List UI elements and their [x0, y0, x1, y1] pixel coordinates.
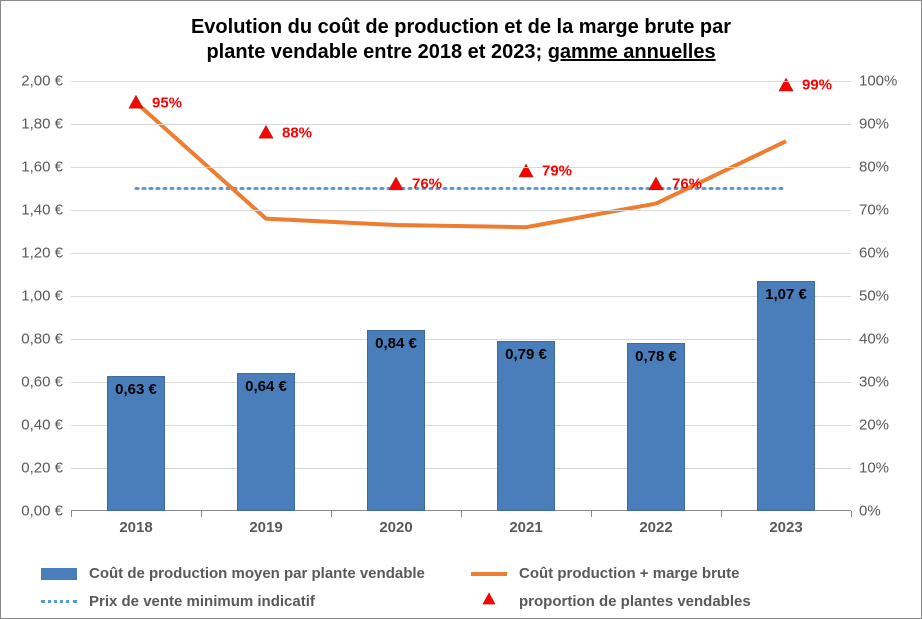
- chart-container: Evolution du coût de production et de la…: [0, 0, 922, 619]
- chart-title: Evolution du coût de production et de la…: [1, 15, 921, 65]
- x-category-label: 2023: [769, 519, 802, 536]
- y-left-tick-label: 1,00 €: [21, 288, 71, 305]
- x-tick: [461, 511, 462, 517]
- gridline: [71, 339, 851, 340]
- y-left-tick-label: 1,80 €: [21, 116, 71, 133]
- marker-value-label: 79%: [542, 163, 572, 180]
- gridline: [71, 382, 851, 383]
- title-line2a: plante vendable entre 2018 et 2023;: [206, 41, 547, 63]
- gridline: [71, 253, 851, 254]
- bar: [627, 343, 686, 511]
- y-right-tick-label: 10%: [851, 460, 889, 477]
- bar: [757, 281, 816, 511]
- y-left-tick-label: 0,60 €: [21, 374, 71, 391]
- marker-value-label: 95%: [152, 94, 182, 111]
- x-tick: [591, 511, 592, 517]
- gridline: [71, 124, 851, 125]
- legend-swatch-tri: [471, 592, 507, 610]
- legend-swatch-bar: [41, 568, 77, 580]
- x-tick: [71, 511, 72, 517]
- legend-label-bar: Coût de production moyen par plante vend…: [89, 565, 425, 582]
- legend-label-tri: proportion de plantes vendables: [519, 593, 751, 610]
- y-right-tick-label: 90%: [851, 116, 889, 133]
- y-right-tick-label: 70%: [851, 202, 889, 219]
- y-left-tick-label: 0,20 €: [21, 460, 71, 477]
- y-left-tick-label: 1,60 €: [21, 159, 71, 176]
- x-category-label: 2018: [119, 519, 152, 536]
- x-tick: [721, 511, 722, 517]
- bar-value-label: 0,84 €: [375, 335, 417, 352]
- marker-value-label: 99%: [802, 77, 832, 94]
- bar-value-label: 0,78 €: [635, 348, 677, 365]
- legend-label-line: Coût production + marge brute: [519, 565, 739, 582]
- bar-value-label: 1,07 €: [765, 286, 807, 303]
- plot-area: 0,00 €0,20 €0,40 €0,60 €0,80 €1,00 €1,20…: [71, 81, 851, 511]
- legend-label-ref: Prix de vente minimum indicatif: [89, 593, 315, 610]
- legend-swatch-line: [471, 572, 507, 576]
- gridline: [71, 210, 851, 211]
- y-left-tick-label: 1,40 €: [21, 202, 71, 219]
- y-left-tick-label: 1,20 €: [21, 245, 71, 262]
- x-category-label: 2021: [509, 519, 542, 536]
- y-left-tick-label: 0,80 €: [21, 331, 71, 348]
- legend-item-ref: Prix de vente minimum indicatif: [41, 592, 451, 610]
- y-right-tick-label: 20%: [851, 417, 889, 434]
- x-tick: [201, 511, 202, 517]
- y-right-tick-label: 50%: [851, 288, 889, 305]
- marker-value-label: 88%: [282, 124, 312, 141]
- y-right-tick-label: 40%: [851, 331, 889, 348]
- title-line2b: gamme annuelles: [548, 41, 716, 63]
- legend-swatch-ref: [41, 600, 77, 603]
- gridline: [71, 167, 851, 168]
- legend: Coût de production moyen par plante vend…: [41, 565, 881, 610]
- x-tick: [331, 511, 332, 517]
- gridline: [71, 81, 851, 82]
- y-left-tick-label: 0,00 €: [21, 503, 71, 520]
- x-category-label: 2022: [639, 519, 672, 536]
- gridline: [71, 468, 851, 469]
- legend-item-line: Coût production + marge brute: [471, 565, 881, 582]
- bar-value-label: 0,79 €: [505, 346, 547, 363]
- y-right-tick-label: 100%: [851, 73, 897, 90]
- y-right-tick-label: 0%: [851, 503, 881, 520]
- y-right-tick-label: 60%: [851, 245, 889, 262]
- x-tick: [851, 511, 852, 517]
- bar: [367, 330, 426, 511]
- legend-item-bar: Coût de production moyen par plante vend…: [41, 565, 451, 582]
- marker-value-label: 76%: [412, 176, 442, 193]
- y-left-tick-label: 0,40 €: [21, 417, 71, 434]
- gridline: [71, 296, 851, 297]
- bar: [497, 341, 556, 511]
- marker-value-label: 76%: [672, 176, 702, 193]
- legend-item-tri: proportion de plantes vendables: [471, 592, 881, 610]
- bar-value-label: 0,64 €: [245, 378, 287, 395]
- y-right-tick-label: 80%: [851, 159, 889, 176]
- gridline: [71, 425, 851, 426]
- bar-value-label: 0,63 €: [115, 381, 157, 398]
- title-line1: Evolution du coût de production et de la…: [191, 16, 731, 38]
- x-category-label: 2020: [379, 519, 412, 536]
- x-category-label: 2019: [249, 519, 282, 536]
- y-right-tick-label: 30%: [851, 374, 889, 391]
- y-left-tick-label: 2,00 €: [21, 73, 71, 90]
